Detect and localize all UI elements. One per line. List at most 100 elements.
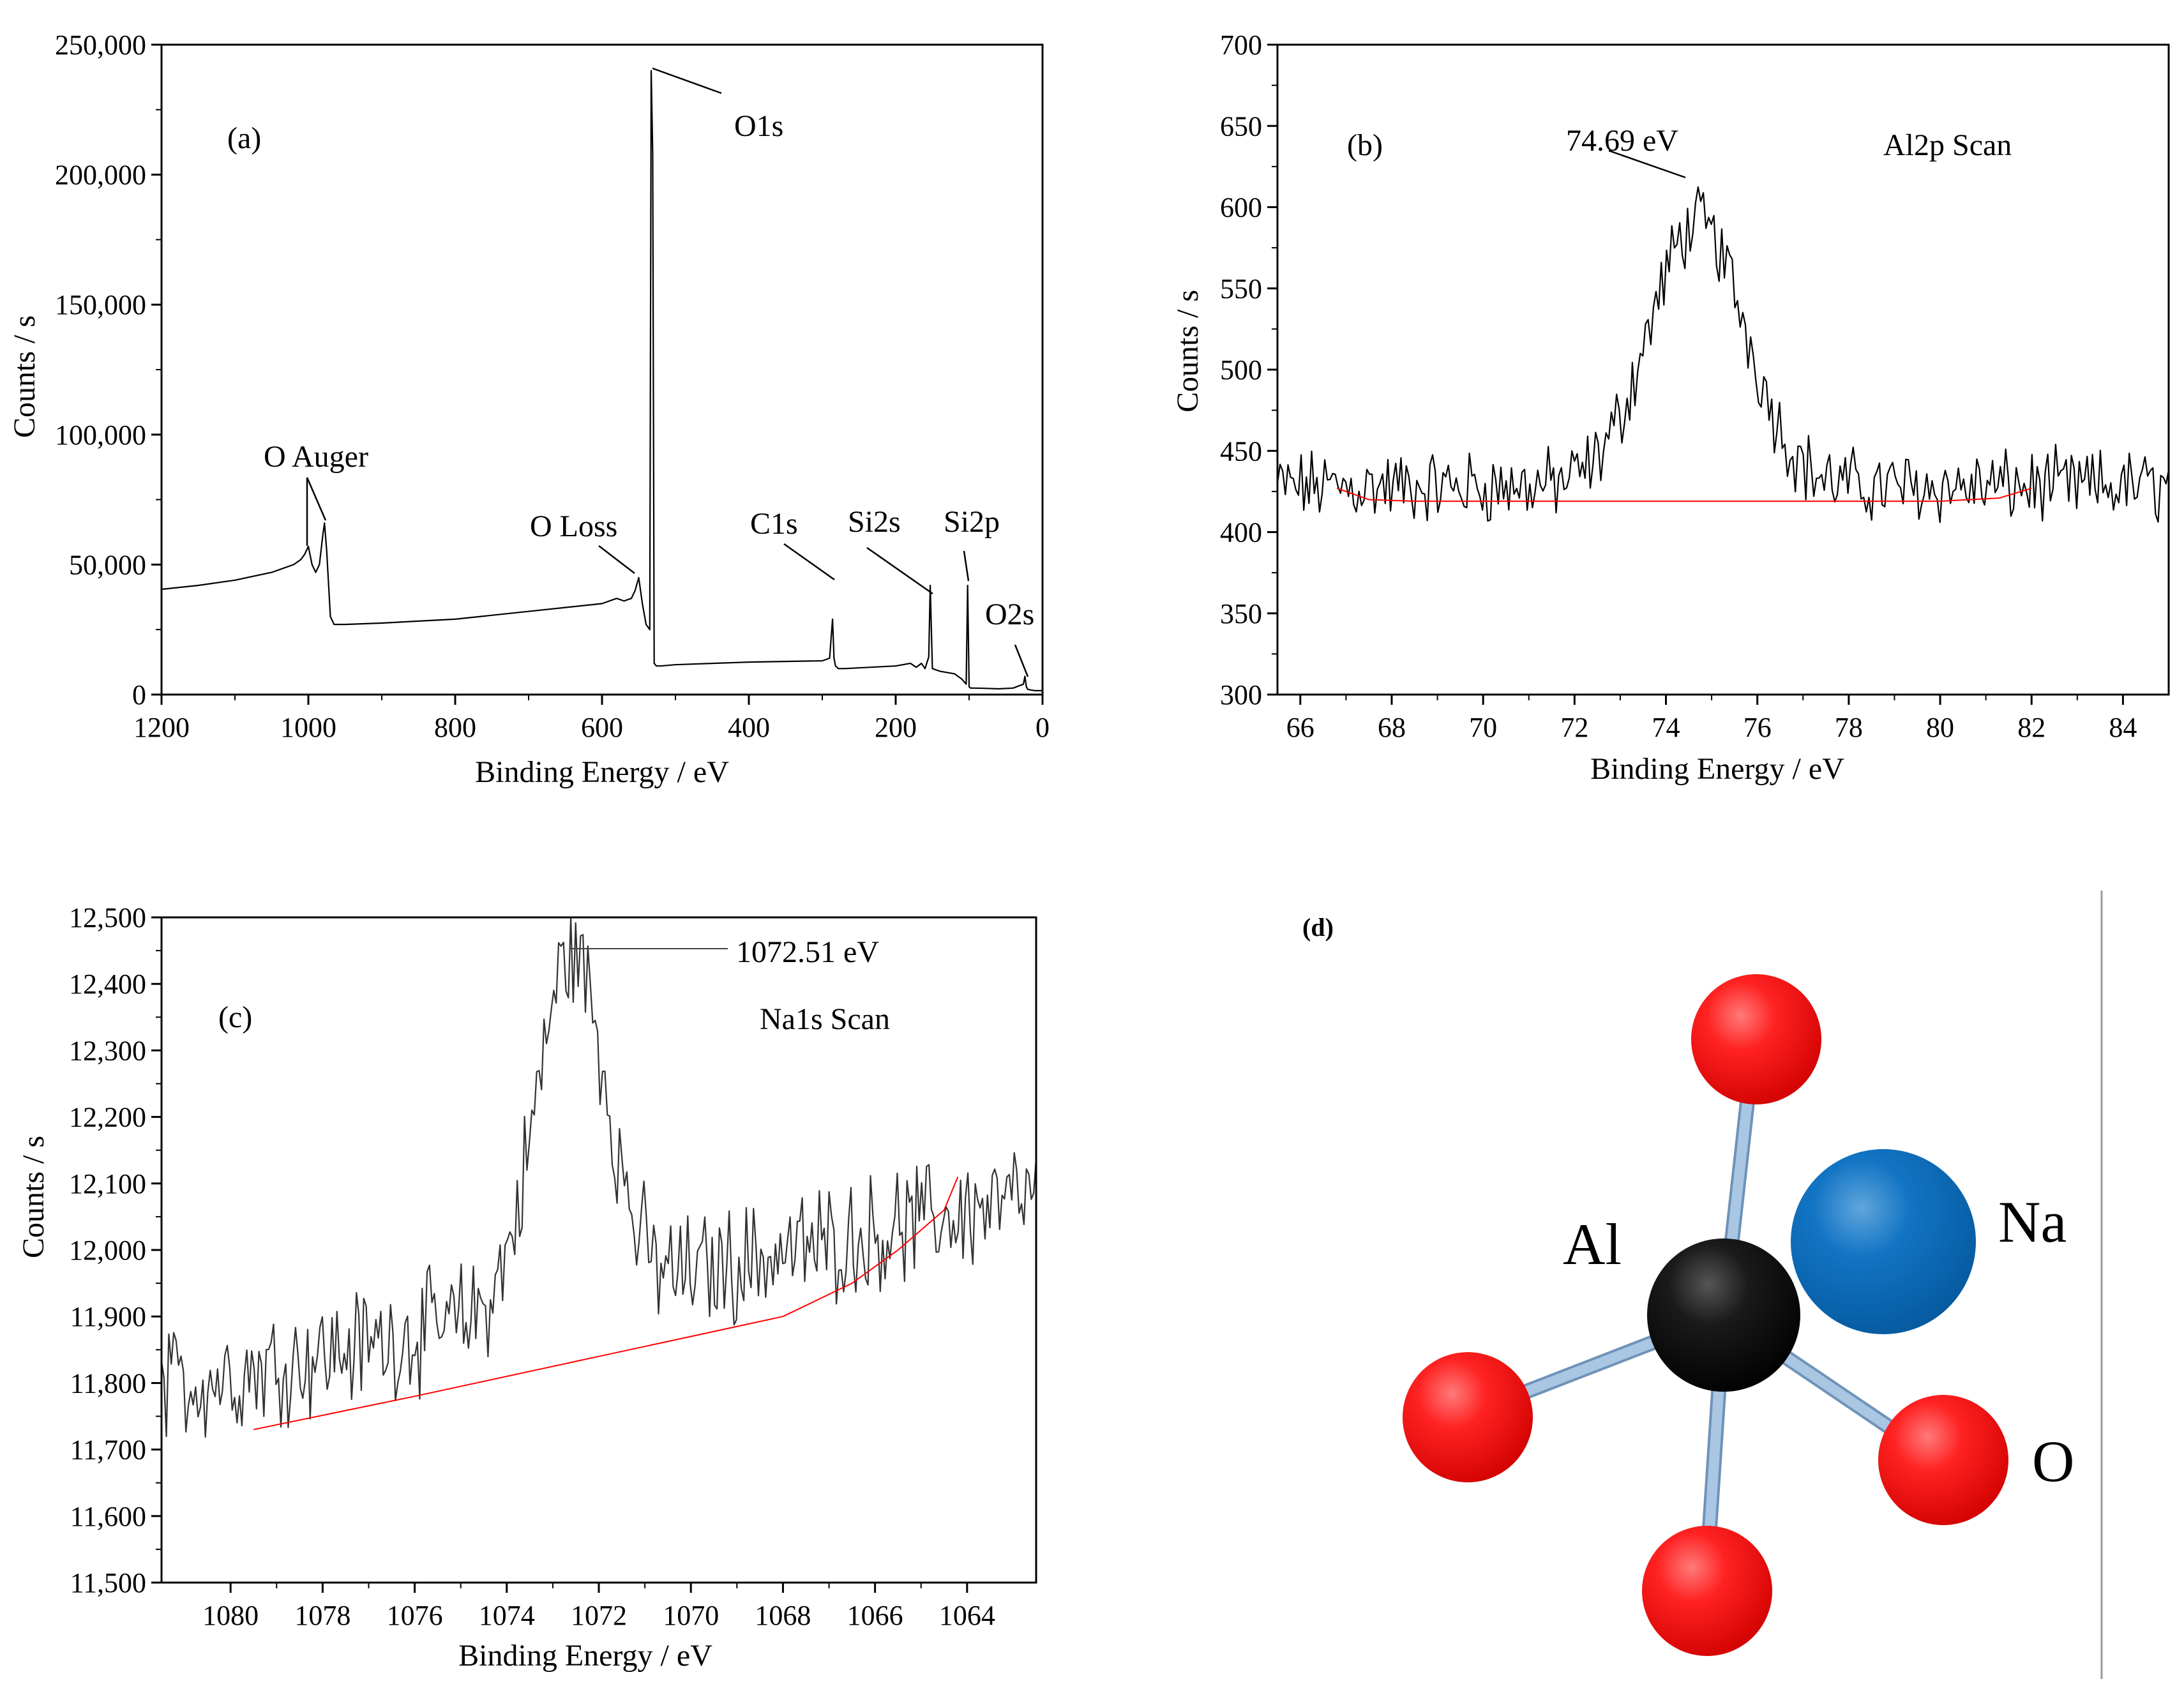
b-x-tick-label: 66 [1286,712,1314,743]
a-y-tick-label: 150,000 [55,289,146,320]
a-o2s-leader [1014,644,1029,677]
d-al-label: Al [1563,1212,1622,1277]
a-oloss-label: O Loss [530,509,617,543]
c-y-tick-label: 11,500 [70,1567,146,1599]
b-y-tick-label: 350 [1220,598,1262,629]
c-y-tick-label: 12,200 [69,1102,146,1133]
d-na-label: Na [1998,1189,2067,1254]
b-y-axis-label: Counts / s [1171,290,1205,412]
a-x-axis-label: Binding Energy / eV [475,755,729,789]
chart-panel-b: 66 68 70 72 74 76 78 80 82 84 300 350 400 450 500 550 60… [1171,29,2170,786]
b-tick-labels: 66 68 70 72 74 76 78 80 82 84 300 350 400 450 500 550 60… [1220,29,2137,743]
a-c1s-label: C1s [750,507,798,541]
c-y-tick-label: 12,000 [69,1235,146,1266]
a-si2p-leader [963,550,970,582]
c-x-tick-label: 1072 [571,1600,627,1631]
a-x-tick-label: 800 [434,712,476,743]
c-x-tick-label: 1080 [202,1600,259,1631]
c-x-tick-label: 1064 [939,1600,995,1631]
b-y-tick-label: 300 [1220,679,1262,711]
a-o1s-leader [652,67,722,94]
b-y-tick-label: 500 [1220,354,1262,386]
a-series-survey [161,70,1043,691]
a-x-tick-label: 200 [875,712,917,743]
a-annotation-leaders [306,67,1029,677]
a-si2s-label: Si2s [848,505,901,539]
b-x-tick-label: 78 [1835,712,1863,743]
c-series-background [253,1177,959,1431]
aluminium-atom [1647,1238,1800,1392]
oxygen-atom-left [1403,1352,1533,1482]
c-x-tick-label: 1068 [755,1600,811,1631]
a-y-tick-label: 250,000 [55,29,146,61]
b-scan-label: Al2p Scan [1883,128,2012,162]
c-plot-frame [160,916,1037,1584]
a-y-tick-label: 100,000 [55,419,146,451]
c-y-tick-label: 11,800 [70,1367,146,1399]
c-y-tick-label: 12,100 [69,1168,146,1200]
b-series-background [1336,487,2032,502]
chart-panel-c: 1080 1078 1076 1074 1072 1070 1068 1066 1064 11,5… [17,902,1037,1673]
a-series [161,70,1043,691]
b-plot-frame [1276,43,2170,696]
b-series [1276,186,2170,523]
b-x-tick-label: 76 [1743,712,1772,743]
b-x-tick-label: 82 [2017,712,2045,743]
c-panel-label: (c) [218,1000,252,1034]
a-y-tick-label: 50,000 [69,549,146,580]
c-y-tick-label: 12,400 [69,968,146,1000]
c-peak-label: 1072.51 eV [736,935,879,969]
a-x-tick-label: 1000 [280,712,336,743]
c-y-tick-label: 12,300 [69,1035,146,1066]
a-si2s-leader [866,546,933,595]
c-x-tick-label: 1070 [663,1600,719,1631]
c-x-axis-label: Binding Energy / eV [458,1639,712,1673]
a-y-axis-label: Counts / s [8,315,41,438]
a-x-tick-label: 0 [1036,712,1050,743]
d-o-label: O [2032,1429,2074,1494]
b-x-tick-label: 74 [1652,712,1680,743]
b-x-tick-label: 80 [1926,712,1954,743]
c-y-tick-label: 11,600 [70,1501,146,1532]
a-plot-frame [160,43,1044,696]
a-x-tick-label: 600 [581,712,623,743]
a-x-tick-label: 1200 [133,712,190,743]
c-x-tick-label: 1078 [294,1600,350,1631]
b-y-tick-label: 550 [1220,273,1262,305]
b-y-tick-label: 650 [1220,110,1262,142]
b-panel-label: (b) [1347,128,1383,162]
a-o1s-label: O1s [734,109,783,143]
c-y-axis-label: Counts / s [17,1136,50,1258]
b-y-tick-label: 600 [1220,192,1262,223]
b-peak-leader [1608,149,1686,179]
a-oauger-label: O Auger [264,440,368,474]
c-y-tick-label: 12,500 [69,902,146,933]
b-peak-label: 74.69 eV [1566,124,1678,158]
c-y-tick-label: 11,700 [70,1434,146,1466]
oxygen-atom-bottom [1642,1526,1772,1656]
b-y-tick-label: 450 [1220,435,1262,467]
oxygen-atom-right [1878,1395,2008,1525]
b-x-tick-label: 68 [1378,712,1406,743]
b-x-tick-label: 84 [2109,712,2137,743]
d-panel-label: (d) [1302,913,1334,942]
b-y-tick-label: 400 [1220,517,1262,548]
a-oloss-leader [598,545,635,574]
a-y-tick-label: 0 [132,679,146,711]
panel-d-molecule: (d) Al Na O [1302,891,2103,1679]
c-x-tick-label: 1074 [479,1600,535,1631]
c-series [160,916,1037,1438]
c-scan-label: Na1s Scan [760,1002,890,1036]
a-x-tick-label: 400 [728,712,770,743]
oxygen-atom-top [1691,974,1821,1104]
c-series-Na1s [160,916,1037,1438]
sodium-atom [1791,1149,1976,1334]
b-x-axis-label: Binding Energy / eV [1590,752,1844,786]
chart-panel-a: 1200 1000 800 600 400 200 0 0 50,000 100,000 150,0… [8,29,1050,789]
b-series-Al2p [1276,186,2170,523]
c-x-tick-label: 1076 [387,1600,443,1631]
c-tick-labels: 1080 1078 1076 1074 1072 1070 1068 1066 1064 11,5… [69,902,995,1631]
b-x-tick-label: 70 [1469,712,1497,743]
